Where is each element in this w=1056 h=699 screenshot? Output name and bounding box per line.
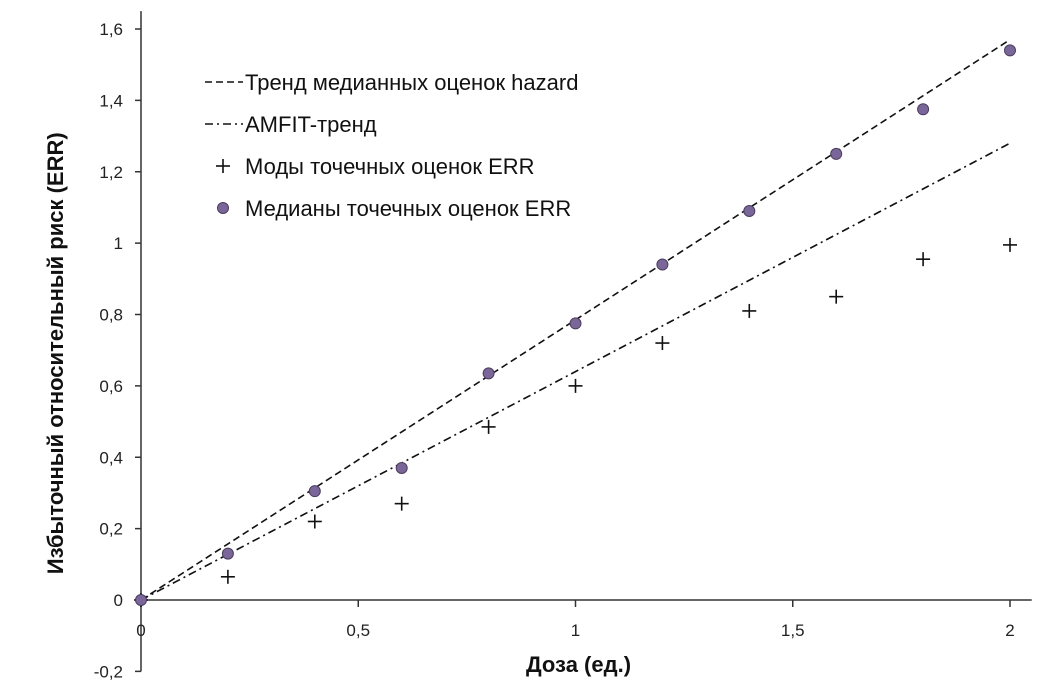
data-point-circle <box>830 147 843 160</box>
legend-item-0: Тренд медианных оценок hazard <box>205 70 578 95</box>
x-tick-label: 2 <box>1005 621 1014 640</box>
y-tick-label: 1,6 <box>99 20 123 39</box>
data-point-plus <box>1003 237 1017 252</box>
data-point-plus <box>742 303 757 318</box>
data-point-circle <box>308 485 321 498</box>
data-point-plus <box>307 514 322 529</box>
legend-item-2: Моды точечных оценок ERR <box>216 154 535 179</box>
data-point-circle <box>1004 44 1016 57</box>
data-point-plus <box>568 378 583 393</box>
data-point-circle <box>917 103 930 116</box>
legend-item-1: AMFIT-тренд <box>205 112 377 137</box>
y-tick-label: 1 <box>114 234 123 253</box>
data-point-circle <box>395 461 408 474</box>
data-point-plus <box>394 496 409 511</box>
legend-label: AMFIT-тренд <box>245 112 377 137</box>
series-layer <box>134 39 1017 607</box>
y-tick-label: 1,2 <box>99 163 123 182</box>
trend-line-0 <box>140 39 1011 601</box>
series-3 <box>135 44 1016 606</box>
series-0 <box>140 39 1011 601</box>
legend-label: Моды точечных оценок ERR <box>245 154 535 179</box>
legend-swatch-plus <box>216 159 230 173</box>
y-tick-label: 0,4 <box>99 448 123 467</box>
data-point-circle <box>482 367 495 380</box>
y-tick-label: 0,2 <box>99 520 123 539</box>
data-point-circle <box>135 594 147 606</box>
axes: -0,2 0 0,2 0,4 0,6 0,8 1 1,2 1,4 1,6 0 0,5 1 1,5 2 <box>94 11 1032 681</box>
y-tick-label: 0 <box>114 591 123 610</box>
data-point-plus <box>916 252 931 267</box>
x-tick-label: 1 <box>571 621 580 640</box>
data-point-circle <box>656 258 669 271</box>
trend-line-1 <box>140 142 1011 601</box>
data-point-plus <box>655 336 670 351</box>
legend-label: Медианы точечных оценок ERR <box>245 196 571 221</box>
x-tick-label: 1,5 <box>781 621 805 640</box>
legend-item-3: Медианы точечных оценок ERR <box>217 196 571 221</box>
data-point-circle <box>743 205 756 218</box>
x-tick-label: 0 <box>136 621 145 640</box>
data-point-plus <box>220 569 235 584</box>
legend: Тренд медианных оценок hazard AMFIT-тренд… <box>205 70 578 221</box>
data-point-plus <box>481 419 496 434</box>
legend-swatch-circle <box>217 202 229 214</box>
x-tick-label: 0,5 <box>346 621 370 640</box>
y-tick-label: 0,6 <box>99 377 123 396</box>
data-point-circle <box>569 317 582 330</box>
x-axis-title: Доза (ед.) <box>526 652 631 677</box>
y-tick-label: 0,8 <box>99 306 123 325</box>
data-point-circle <box>221 547 234 560</box>
y-axis-title: Избыточный относительный риск (ERR) <box>43 132 68 574</box>
series-2 <box>134 237 1017 607</box>
legend-label: Тренд медианных оценок hazard <box>245 70 578 95</box>
y-tick-label: 1,4 <box>99 91 123 110</box>
series-1 <box>140 142 1011 601</box>
y-tick-label: -0,2 <box>94 662 123 681</box>
data-point-plus <box>829 289 844 304</box>
